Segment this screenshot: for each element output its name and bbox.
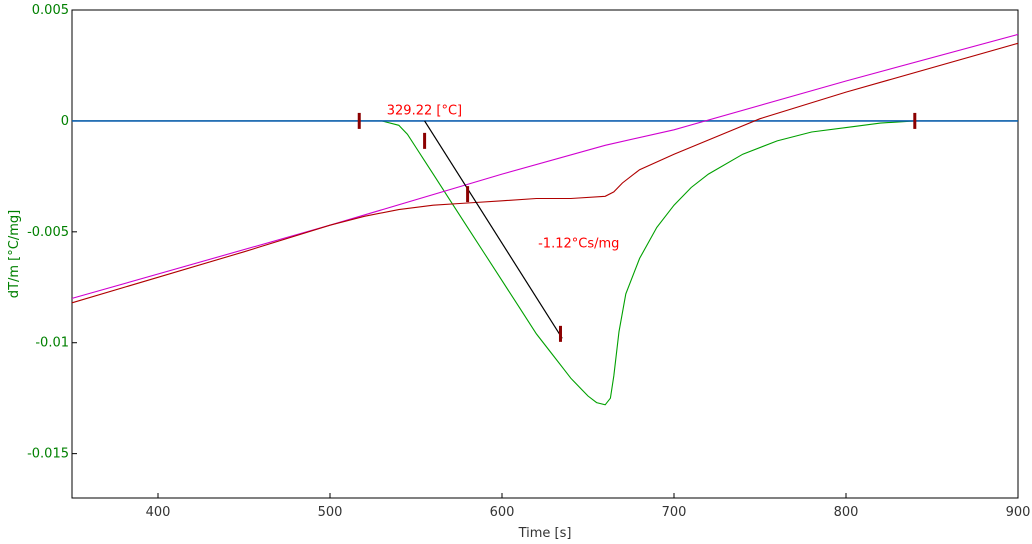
- series-line-1: [72, 120, 1018, 406]
- x-tick-label: 700: [662, 505, 687, 520]
- x-tick-label: 900: [1006, 505, 1031, 520]
- annotation-1: 329.22 [°C]: [387, 103, 462, 118]
- x-tick-label: 400: [146, 505, 171, 520]
- x-axis: 400 500 600 700 800 900: [146, 493, 1031, 520]
- x-tick-label: 500: [318, 505, 343, 520]
- y-tick-label: 0: [61, 114, 69, 129]
- x-tick-label: 800: [834, 505, 859, 520]
- y-tick-label: -0.005: [27, 225, 69, 240]
- y-tick-label: -0.015: [27, 447, 69, 462]
- tangent-line: [424, 120, 563, 339]
- annotation-2: -1.12°Cs/mg: [538, 236, 619, 251]
- x-tick-label: 600: [490, 505, 515, 520]
- marker-layer: [357, 112, 917, 342]
- y-tick-label: -0.01: [35, 336, 69, 351]
- series-line-4: [71, 42, 1019, 304]
- annotation-layer: 329.22 [°C] -1.12°Cs/mg: [387, 103, 620, 251]
- series-layer: [71, 33, 1019, 406]
- cursor-marker: [466, 186, 470, 203]
- y-axis-label: dT/m [°C/mg]: [7, 210, 22, 298]
- cursor-marker: [913, 112, 917, 129]
- cursor-marker: [423, 132, 427, 149]
- y-axis: 0.005 0 -0.005 -0.01 -0.015: [27, 3, 77, 462]
- x-axis-label: Time [s]: [518, 526, 572, 541]
- cursor-marker: [357, 112, 361, 129]
- y-tick-label: 0.005: [32, 3, 69, 18]
- cursor-marker: [558, 325, 562, 342]
